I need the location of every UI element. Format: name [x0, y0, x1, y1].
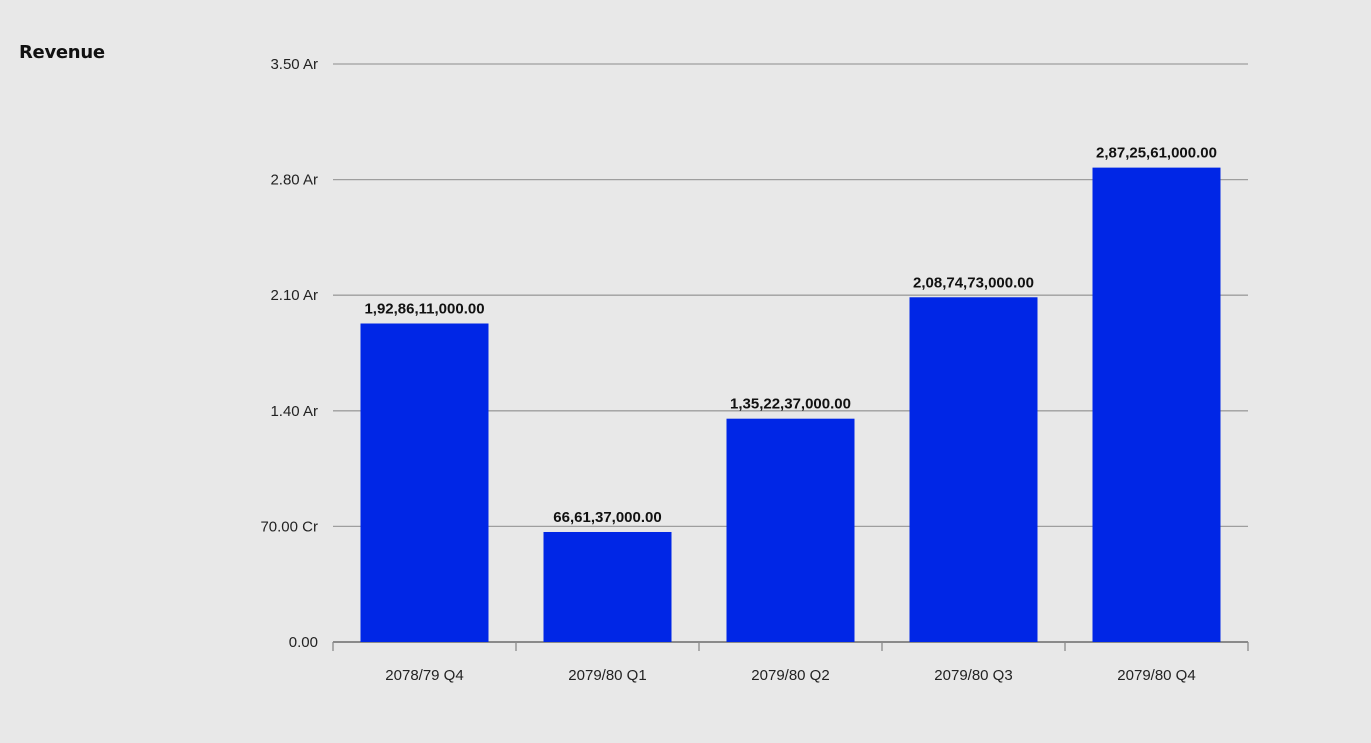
data-label: 66,61,37,000.00	[553, 509, 661, 526]
y-tick-label: 2.10 Ar	[270, 287, 318, 304]
bar	[543, 531, 672, 642]
y-tick-label: 70.00 Cr	[260, 518, 318, 535]
y-tick-label: 1.40 Ar	[270, 403, 318, 420]
x-tick-label: 2079/80 Q3	[934, 667, 1012, 684]
bar	[360, 323, 489, 642]
data-label: 2,08,74,73,000.00	[913, 274, 1034, 291]
y-tick-label: 2.80 Ar	[270, 172, 318, 189]
data-label: 1,35,22,37,000.00	[730, 396, 851, 413]
bar	[1092, 167, 1221, 642]
bar	[726, 418, 855, 642]
y-tick-label: 0.00	[289, 634, 318, 651]
x-tick-label: 2079/80 Q2	[751, 667, 829, 684]
data-label: 1,92,86,11,000.00	[364, 301, 484, 318]
chart-title: Revenue	[19, 42, 105, 63]
data-label: 2,87,25,61,000.00	[1096, 145, 1217, 162]
y-tick-label: 3.50 Ar	[270, 56, 318, 73]
x-tick-label: 2079/80 Q4	[1117, 667, 1195, 684]
x-tick-label: 2079/80 Q1	[568, 667, 646, 684]
bar	[909, 297, 1038, 642]
x-tick-label: 2078/79 Q4	[385, 667, 463, 684]
